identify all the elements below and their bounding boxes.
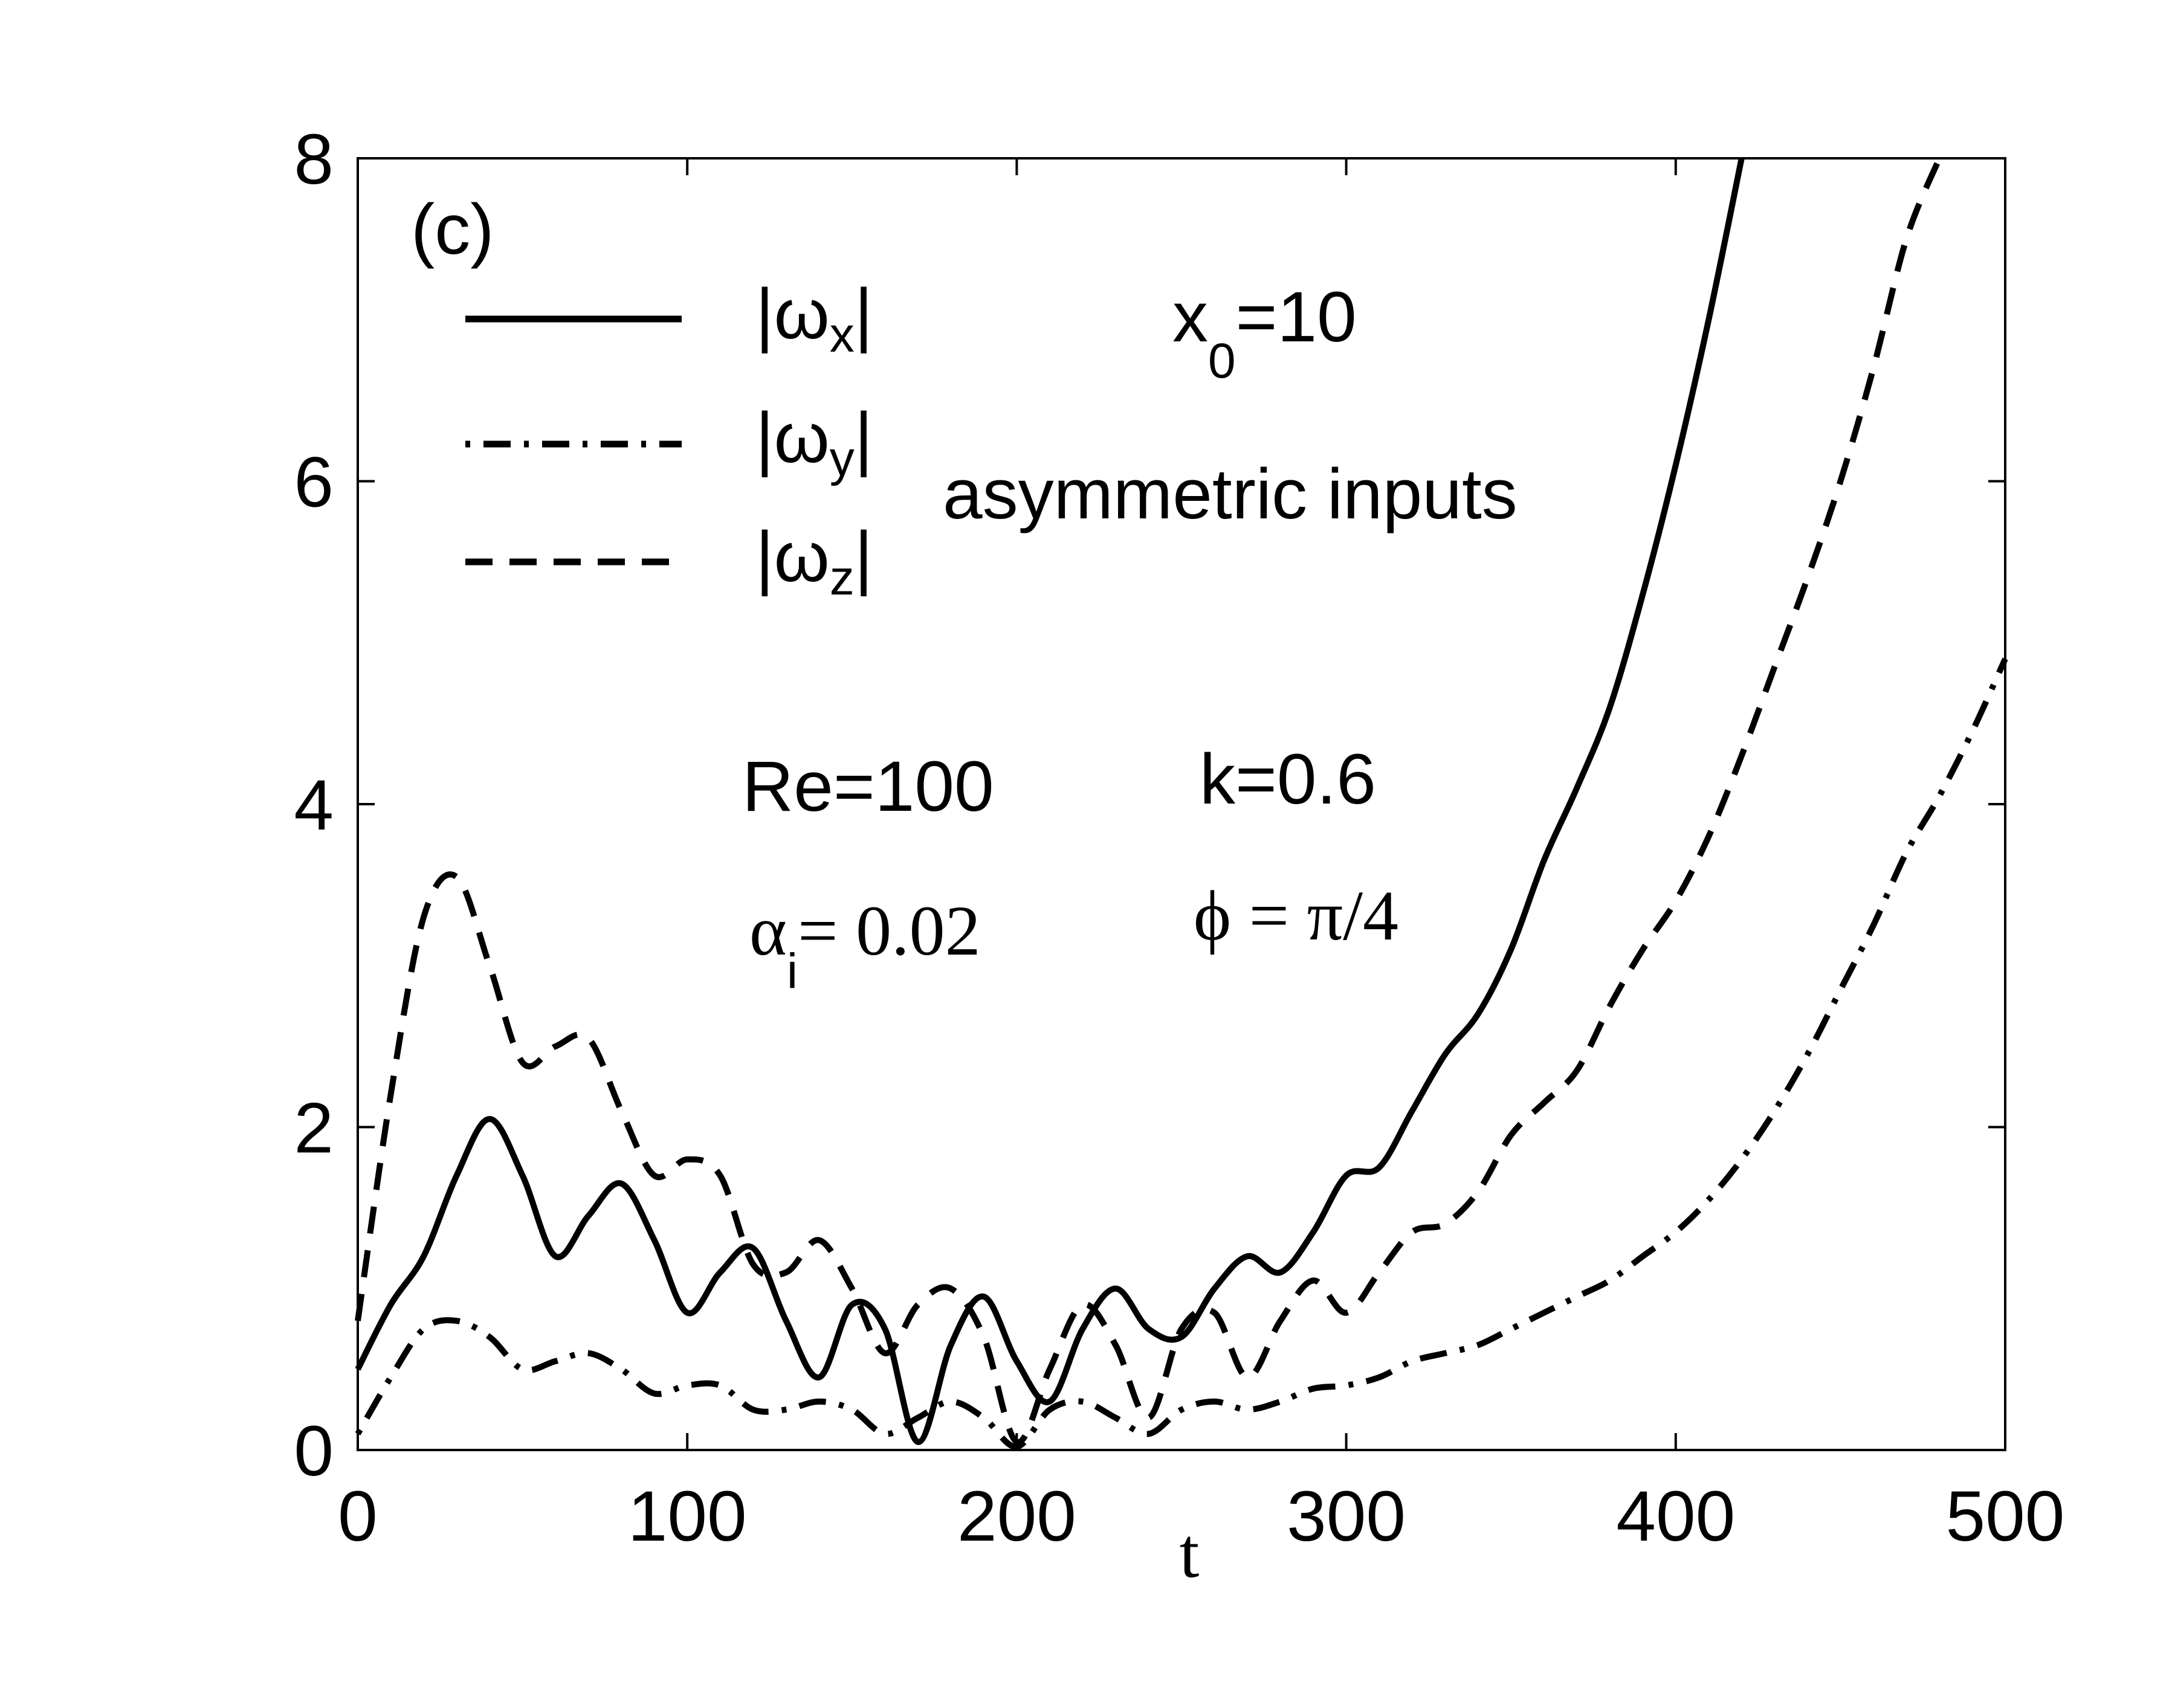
- annotation-asymmetric-inputs: asymmetric inputs: [943, 454, 1517, 534]
- series-line-omega-x: [355, 158, 1745, 1445]
- y-tick-label: 6: [294, 443, 334, 523]
- axes-frame: [357, 157, 2006, 1451]
- x-tick-label: 0: [338, 1477, 378, 1556]
- legend-text-omega-y: |ωy|: [755, 398, 873, 486]
- legend-omega-z-main: |ω: [755, 517, 830, 597]
- panel-label: (c): [411, 190, 494, 269]
- series-line-omega-y: [355, 657, 2008, 1450]
- x-tick-label: 100: [628, 1477, 747, 1556]
- x-axis-label: t: [1180, 1513, 1200, 1593]
- legend-omega-x-sub: x: [830, 308, 855, 363]
- x-tick-label: 200: [957, 1477, 1076, 1556]
- series-line-omega-z: [355, 157, 1942, 1445]
- annotation-wavenumber: k=0.6: [1200, 740, 1376, 819]
- annotation-reynolds: Re=100: [742, 747, 994, 827]
- x-tick-label: 500: [1946, 1477, 2065, 1556]
- annotation-phi: ϕ = π/4: [1194, 876, 1398, 955]
- legend-text-omega-x: |ωx|: [755, 274, 873, 363]
- y-tick-label: 2: [294, 1089, 334, 1168]
- annotation-x0-rest: =10: [1236, 277, 1357, 357]
- legend: |ωx| |ωy| |ωz|: [465, 274, 873, 605]
- legend-text-omega-z: |ωz|: [755, 517, 873, 605]
- annotation-x0-sub: 0: [1208, 334, 1236, 388]
- tick-labels: 0 100 200 300 400 500 0 2 4 6 8: [294, 120, 2064, 1556]
- annotation-alpha-main: α: [749, 891, 787, 970]
- series-layer: [355, 157, 2008, 1450]
- annotation-x0-main: x: [1172, 277, 1208, 357]
- x-tick-label: 400: [1616, 1477, 1735, 1556]
- legend-omega-z-sub: z: [830, 550, 855, 605]
- annotation-alpha-rest: = 0.02: [798, 891, 981, 970]
- annotation-x0: x0=10: [1172, 277, 1357, 388]
- y-tick-label: 0: [294, 1411, 334, 1491]
- legend-omega-y-main: |ω: [755, 398, 830, 478]
- legend-omega-x-main: |ω: [755, 274, 830, 354]
- annotation-alpha: αi= 0.02: [749, 891, 981, 999]
- legend-omega-y-sub: y: [830, 431, 855, 486]
- y-tick-label: 4: [294, 765, 334, 845]
- y-tick-label: 8: [294, 120, 334, 199]
- x-tick-label: 300: [1287, 1477, 1406, 1556]
- annotation-alpha-sub: i: [787, 944, 798, 999]
